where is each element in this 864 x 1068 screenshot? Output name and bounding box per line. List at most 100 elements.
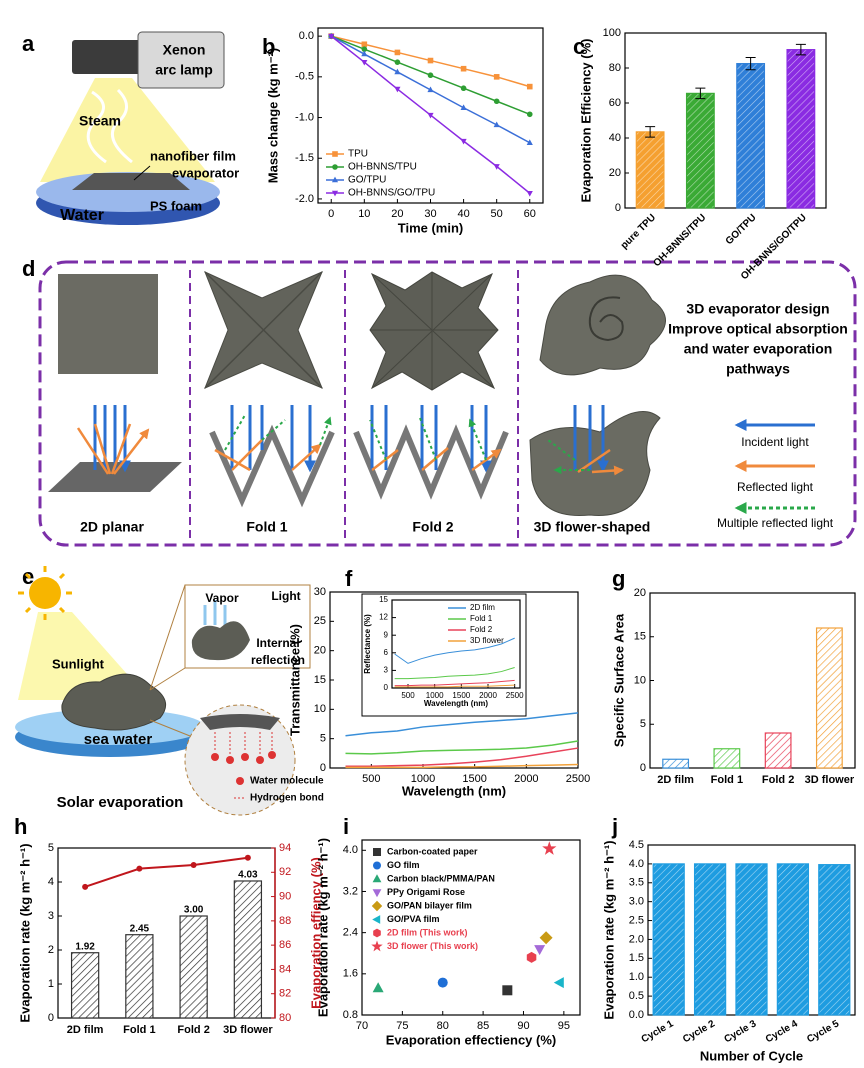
y-axis-label: Evaporation rate (kg m⁻² h⁻¹): [601, 840, 616, 1019]
reflected-ray: [577, 448, 622, 472]
design-text: Improve optical absorption: [668, 321, 848, 337]
x-tick-label: GO/TPU: [724, 212, 759, 247]
marker: [373, 928, 381, 938]
marker: [361, 59, 368, 66]
panel-label: h: [14, 814, 27, 839]
flower-swirl: [588, 296, 624, 342]
marker: [361, 41, 368, 48]
plot-frame: [391, 599, 521, 689]
marker: [82, 883, 89, 890]
y-tick-label: 0: [320, 762, 326, 774]
marker: [136, 865, 143, 872]
y-tick-label: 20: [314, 645, 326, 657]
legend-label: Carbon black/PMMA/PAN: [387, 873, 495, 883]
internal-label: Internal: [256, 636, 299, 650]
marker: [361, 50, 368, 57]
marker: [394, 86, 401, 93]
x-tick-label: pure TPU: [619, 212, 658, 251]
sun: [29, 577, 61, 609]
legend-label: 3D flower: [470, 636, 504, 645]
plot-frame: [624, 32, 827, 209]
x-tick-label: 1000: [411, 773, 435, 785]
panel-label: d: [22, 256, 35, 281]
marker: [372, 982, 384, 993]
y-axis-label: Mass change (kg m⁻²): [265, 48, 280, 183]
molecule: [268, 751, 276, 759]
y-axis-label: Reflectance (%): [363, 614, 372, 674]
planar-sample: [58, 274, 158, 374]
series-line: [394, 679, 515, 687]
panel-label: c: [573, 34, 585, 59]
y-tick-label: -2.0: [295, 193, 314, 205]
y-tick-label: 25: [314, 615, 326, 627]
series-line: [345, 740, 579, 755]
x-tick-label: 50: [491, 208, 503, 220]
flower-sample: [539, 274, 666, 376]
y-axis-label: Specific Surface Area: [611, 613, 626, 747]
bar: [652, 863, 685, 1016]
y-tick-label: 1.5: [629, 952, 644, 964]
molecule-label: Water molecule: [250, 776, 324, 787]
x-tick-label: 0: [328, 208, 334, 220]
fold-wall: [353, 424, 509, 500]
panel-label: j: [611, 814, 618, 839]
legend-label: OH-BNNS/TPU: [348, 162, 417, 173]
bar: [815, 627, 843, 769]
bar: [735, 863, 768, 1016]
x-tick-label: 2000: [479, 691, 497, 700]
x-tick-label: 500: [401, 691, 415, 700]
marker: [427, 112, 434, 119]
error-bar: [795, 43, 806, 56]
marker: [526, 111, 533, 118]
bar: [70, 952, 100, 1019]
series-line: [394, 637, 515, 664]
legend-text: Incident light: [741, 435, 809, 449]
incident-ray: [93, 405, 125, 470]
bar: [179, 915, 208, 1019]
bar: [635, 131, 665, 209]
y-tick-label: 3: [48, 910, 54, 922]
y-tick-label: 0.0: [629, 1009, 644, 1021]
y-tick-label: -0.5: [295, 71, 314, 83]
chart: i0.81.62.43.24.070 75 80 85 90 95Evaporation …: [315, 814, 581, 1047]
bar: [776, 863, 810, 1016]
x-tick-label: Fold 2: [177, 1024, 209, 1036]
plot-frame: [361, 839, 581, 1016]
legend-label: GO/PVA film: [387, 914, 440, 924]
y-tick-label: -1.0: [295, 111, 314, 123]
y-axis-label: Evaporation rate (kg m⁻² h⁻¹): [315, 838, 330, 1017]
bar: [693, 863, 727, 1016]
y-tick-label: 3.0: [629, 896, 644, 908]
vapor-label: Vapor: [205, 591, 239, 605]
legend-label: 2D film (This work): [387, 927, 468, 937]
legend-label: Fold 2: [470, 625, 493, 634]
marker: [372, 874, 382, 883]
bar: [818, 864, 851, 1016]
lamp-body: [72, 40, 142, 74]
y2-tick-label: 86: [279, 939, 291, 951]
value-label: 4.03: [238, 870, 258, 881]
y2-tick-label: 88: [279, 915, 291, 927]
legend-text: Reflected light: [737, 480, 814, 494]
bar: [662, 758, 690, 769]
bar: [233, 880, 263, 1019]
chart: b -2.0 -1.5 -1.0 -0.5 0.0 0 10 20 30 40 50 60 Time (m…: [262, 27, 544, 235]
marker: [332, 151, 338, 157]
legend-label: OH-BNNS/GO/TPU: [348, 188, 435, 199]
y2-axis-label: Evaporation effiency (%): [308, 857, 323, 1009]
panel-label: a: [22, 31, 35, 56]
steam-swirl: [86, 88, 133, 164]
caption: Solar evaporation: [57, 794, 184, 811]
marker: [553, 977, 564, 989]
marker: [493, 74, 500, 80]
y-tick-label: 0.5: [629, 990, 644, 1002]
marker: [331, 176, 339, 183]
y-tick-label: 2.0: [629, 933, 644, 945]
y2-tick-label: 82: [279, 988, 291, 1000]
marker: [539, 931, 553, 945]
y-tick-label: 60: [609, 97, 621, 109]
y-tick-label: 9: [384, 630, 389, 639]
x-tick-label: 40: [457, 208, 469, 220]
film: [72, 173, 190, 190]
bar: [764, 732, 792, 769]
